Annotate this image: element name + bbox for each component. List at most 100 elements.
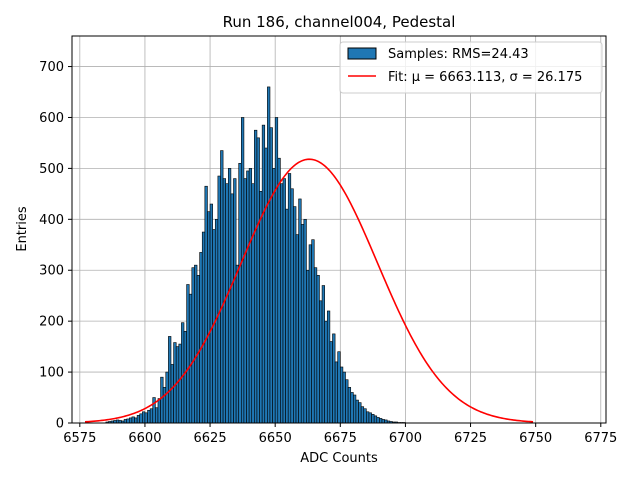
histogram-bar [324, 320, 328, 424]
histogram-bar [173, 342, 177, 424]
x-tick-label-8: 6775 [584, 431, 617, 446]
histogram-bar [376, 417, 380, 424]
histogram-bar [337, 351, 341, 424]
histogram-bar [149, 408, 154, 424]
histogram-bar [225, 183, 229, 424]
histogram-bar [267, 86, 271, 424]
histogram-bar [131, 416, 135, 424]
histogram-bar [353, 394, 357, 424]
y-tick-label-5: 500 [39, 162, 64, 177]
histogram-bar [272, 168, 276, 424]
histogram-bar [274, 117, 279, 424]
legend: Samples: RMS=24.43 Fit: μ = 6663.113, σ … [339, 41, 603, 94]
histogram-bar [238, 163, 242, 424]
histogram-bar [251, 183, 255, 424]
histogram-bar [178, 343, 182, 424]
histogram-bar [321, 285, 325, 424]
histogram-bar [329, 341, 333, 424]
histogram-bar [269, 127, 273, 424]
histogram-bar [319, 300, 323, 424]
histogram-bar [368, 412, 372, 424]
histogram-bar [287, 173, 292, 424]
histogram-bar [350, 392, 354, 424]
histogram-bar [183, 331, 187, 424]
x-axis-ticks: 6575 6600 6625 6650 6675 6700 6725 6750 6775 [63, 423, 617, 446]
histogram-bar [126, 418, 130, 424]
histogram-bar [201, 231, 206, 424]
x-tick-label-1: 6600 [128, 431, 161, 446]
x-tick-label-2: 6625 [194, 431, 227, 446]
histogram-bar [313, 267, 318, 424]
y-tick-label-4: 400 [39, 213, 64, 228]
histogram-bar [280, 183, 284, 424]
fit-curve [84, 158, 534, 423]
histogram-bar [282, 178, 286, 424]
histogram-bar [259, 191, 263, 424]
histogram-bar [241, 117, 245, 424]
y-tick-label-6: 600 [39, 111, 64, 126]
histogram-bar [230, 193, 234, 424]
histogram-bar [160, 376, 164, 424]
histogram-bar [123, 419, 128, 424]
histogram-bar [326, 310, 331, 424]
x-tick-label-3: 6650 [259, 431, 292, 446]
histogram-bar [139, 413, 143, 424]
histogram-bar [227, 168, 232, 424]
y-tick-label-2: 200 [39, 315, 64, 330]
histogram-bar [373, 415, 378, 424]
histogram-bar [256, 137, 260, 424]
histogram-bar [363, 408, 367, 424]
histogram-bar [306, 269, 310, 424]
histogram-bar [147, 409, 151, 424]
histogram-bar [379, 418, 383, 424]
histogram-bar [129, 417, 133, 424]
histogram-bar [342, 371, 346, 424]
histogram-bar [381, 419, 385, 424]
histogram-bar [371, 414, 375, 424]
histogram-bar [243, 178, 247, 424]
histogram-bar [332, 333, 336, 424]
y-tick-label-0: 0 [56, 417, 64, 432]
histogram-bar [355, 399, 359, 424]
histogram-bar [295, 234, 299, 424]
histogram-bar [170, 364, 174, 424]
histogram-bar [311, 239, 315, 424]
histogram-bar [165, 371, 169, 424]
histogram-bar [155, 407, 159, 424]
histogram-bar [246, 170, 250, 424]
histogram-bar [254, 129, 258, 424]
histogram-bar [134, 417, 138, 424]
legend-histogram-label: Samples: RMS=24.43 [388, 47, 529, 62]
legend-bar-swatch [347, 47, 377, 60]
histogram-bar [340, 366, 344, 424]
histogram-bar [366, 411, 370, 424]
x-tick-label-4: 6675 [324, 431, 357, 446]
histogram-bar [136, 415, 141, 424]
histogram-bar [162, 387, 167, 424]
histogram-bar [248, 168, 253, 424]
histogram-bar [264, 147, 268, 424]
x-axis-label: ADC Counts [300, 451, 378, 466]
x-tick-label-7: 6750 [519, 431, 552, 446]
histogram-bar [220, 150, 224, 424]
histogram-bar [157, 398, 161, 424]
y-axis-ticks: 0 100 200 300 400 500 600 700 [39, 60, 72, 432]
histogram-bar [204, 185, 208, 424]
histogram-bar [196, 275, 200, 424]
histogram-bar [261, 124, 266, 424]
plot-frame [71, 35, 607, 424]
legend-fit-label: Fit: μ = 6663.113, σ = 26.175 [388, 70, 582, 85]
histogram-bar [191, 267, 195, 424]
histogram-bar [316, 275, 320, 424]
histogram-bar [290, 188, 294, 424]
histogram-bar [358, 402, 362, 424]
histogram-bar [168, 336, 172, 424]
histogram-bar [144, 412, 148, 424]
y-tick-label-1: 100 [39, 366, 64, 381]
histogram-bar [235, 264, 240, 424]
chart-title: Run 186, channel004, Pedestal [223, 13, 456, 31]
legend-box [339, 41, 603, 94]
histogram-bar [152, 397, 156, 424]
histogram-bar [217, 175, 221, 424]
